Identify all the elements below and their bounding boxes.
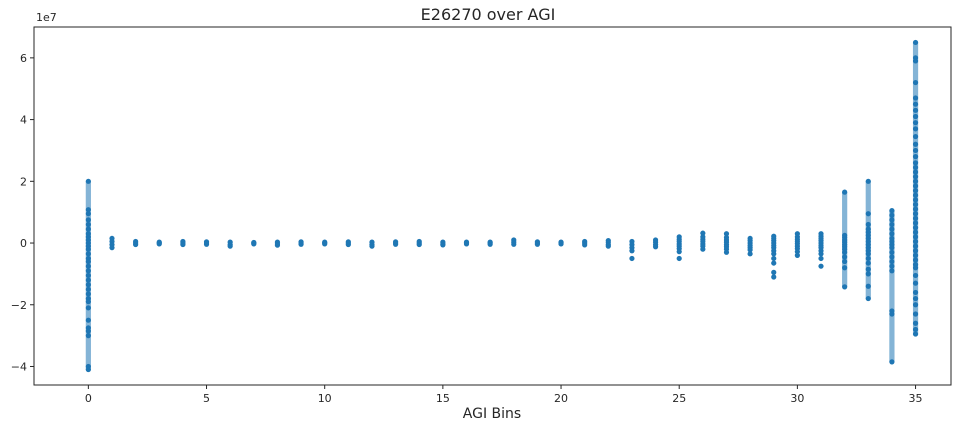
data-point (771, 255, 777, 262)
data-point (794, 252, 800, 258)
data-point (463, 241, 470, 247)
data-point (274, 242, 281, 248)
x-tick-label: 10 (318, 392, 332, 405)
data-point (771, 251, 777, 257)
data-point (605, 243, 611, 249)
data-point (652, 244, 659, 250)
chart-title: E26270 over AGI (421, 5, 556, 24)
data-point (322, 241, 328, 247)
x-tick-label: 30 (790, 392, 804, 405)
data-point (771, 274, 777, 280)
data-point (747, 251, 753, 257)
data-point (676, 255, 682, 262)
x-tick-label: 5 (203, 392, 210, 405)
plot-frame (33, 26, 952, 386)
data-point (818, 255, 824, 262)
x-axis-label: AGI Bins (463, 406, 521, 422)
data-point (440, 242, 446, 248)
data-point (747, 247, 753, 253)
y-tick-label: 0 (20, 237, 27, 250)
x-tick-label: 0 (85, 392, 92, 405)
data-point (227, 243, 233, 249)
dense-point-band (865, 181, 871, 299)
data-point (133, 241, 139, 248)
dense-point-band (842, 192, 848, 287)
dense-point-band (912, 42, 919, 335)
x-axis: 0 5 10 15 20 25 30 35 (85, 385, 923, 405)
y-tick-label: 2 (20, 175, 27, 188)
data-point (393, 241, 399, 247)
y-axis: −4 −2 0 2 4 6 (11, 52, 34, 373)
y-axis-offset-label: 1e7 (36, 11, 57, 24)
data-point (723, 249, 730, 255)
x-tick-label: 35 (909, 392, 923, 405)
data-point (558, 241, 564, 247)
data-point (771, 269, 777, 275)
data-point (676, 249, 682, 255)
data-point (794, 249, 800, 255)
data-points (85, 39, 919, 373)
data-point (251, 241, 257, 247)
data-point (582, 242, 588, 248)
data-point (818, 251, 824, 257)
dense-point-band (85, 181, 91, 370)
data-point (156, 241, 162, 247)
y-tick-label: −2 (11, 299, 27, 312)
x-tick-label: 25 (672, 392, 686, 405)
dense-point-band (889, 210, 895, 362)
data-point (818, 263, 824, 269)
data-point (487, 241, 493, 247)
data-point (369, 243, 375, 249)
y-tick-label: 6 (20, 52, 27, 65)
x-tick-label: 20 (554, 392, 568, 405)
data-point (629, 255, 635, 262)
data-point (203, 241, 210, 247)
data-point (771, 260, 777, 266)
data-point (700, 230, 706, 236)
data-point (180, 241, 186, 248)
data-point (345, 241, 351, 248)
y-tick-label: 4 (20, 114, 27, 127)
data-point (629, 248, 635, 254)
data-point (511, 241, 517, 247)
y-tick-label: −4 (11, 360, 27, 373)
x-tick-label: 15 (436, 392, 450, 405)
data-point (723, 231, 730, 237)
data-point (534, 241, 541, 247)
data-point (416, 241, 422, 248)
data-point (700, 246, 706, 252)
data-point (298, 241, 304, 247)
data-point (109, 245, 115, 251)
